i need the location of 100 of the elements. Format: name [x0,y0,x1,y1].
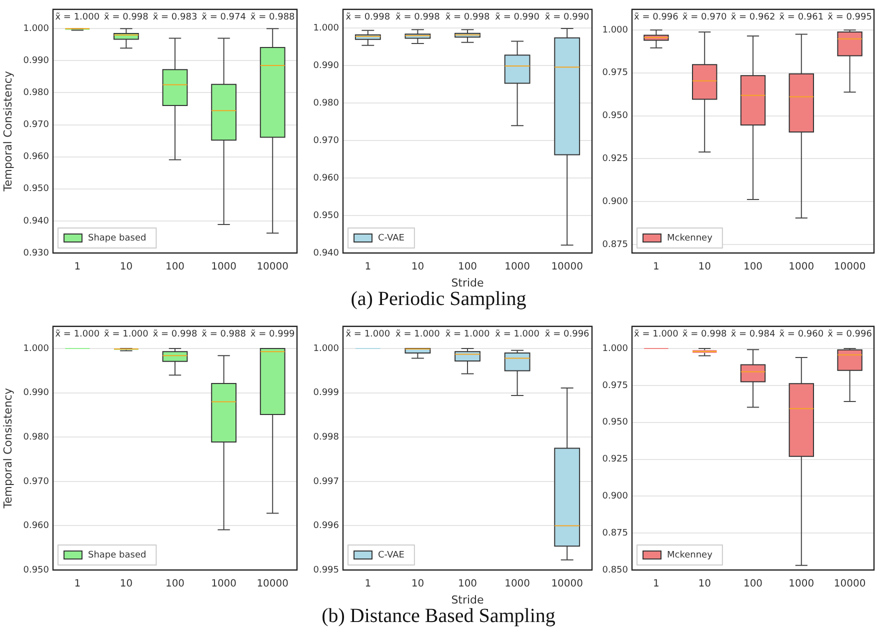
x-tick-label: 10 [411,578,424,590]
x-tick-label: 1000 [788,578,814,590]
legend-label: C-VAE [378,233,405,244]
x-tick-label: 100 [458,578,478,590]
y-tick-label: 0.990 [313,60,340,71]
text: x̃ = 0.998 [104,12,148,23]
y-tick-label: 0.850 [602,565,628,576]
y-tick-label: 0.950 [602,111,628,122]
y-tick-label: 0.980 [23,432,50,442]
text: (b) Distance Based Sampling [320,605,556,628]
y-axis-title: Temporal Consistency [1,70,14,192]
text: x̃ = 0.995 [828,12,872,23]
y-tick-label: 0.975 [602,380,628,391]
y-tick-label: 0.875 [602,528,628,538]
text: x̃ = 1.000 [445,330,490,340]
text: x̃ = 0.988 [202,330,246,340]
y-tick-label: 0.997 [313,476,339,487]
y-tick-label: 0.950 [23,184,50,194]
text: x̃ = 0.996 [544,330,590,340]
text: x̃ = 0.999 [250,330,295,340]
y-tick-label: 0.940 [23,216,50,226]
y-axis-title: Temporal Consistency [1,388,14,510]
x-tick-label: 10000 [551,262,584,273]
y-tick-label: 0.940 [313,248,340,258]
x-tick-label: 1 [364,578,372,590]
y-tick-label: 0.900 [602,196,628,207]
x-tick-label: 10000 [256,578,289,590]
legend-label: C-VAE [378,550,405,560]
x-tick-label: 100 [743,578,763,590]
y-tick-label: 0.970 [23,120,50,130]
y-tick-label: 0.875 [602,240,628,250]
text: x̃ = 0.970 [682,12,727,23]
x-tick-label: 10000 [834,578,866,590]
text: x̃ = 0.998 [396,12,440,23]
y-tick-label: 0.960 [23,152,50,162]
text: x̃ = 0.988 [250,12,295,23]
y-tick-label: 0.980 [313,98,340,108]
x-tick-label: 1 [653,578,660,590]
text: x̃ = 1.000 [346,330,390,340]
x-axis-title: Stride [451,276,484,290]
x-tick-label: 10000 [834,262,866,273]
x-tick-label: 1000 [504,262,530,273]
x-tick-label: 100 [165,262,185,273]
text: x̃ = 0.962 [730,12,776,23]
text: x̃ = 0.983 [152,12,198,23]
text: x̃ = 1.000 [396,330,440,340]
x-tick-label: 10 [698,262,711,273]
x-tick-label: 1 [653,262,660,273]
y-tick-label: 0.990 [23,388,50,398]
y-tick-label: 0.960 [23,521,50,532]
text: x̃ = 0.974 [202,12,246,23]
y-tick-label: 0.995 [313,565,339,576]
y-tick-label: 1.000 [602,25,628,36]
y-tick-label: 0.950 [313,210,340,221]
text: x̃ = 0.990 [495,12,540,23]
x-tick-label: 10 [120,578,133,590]
y-tick-label: 1.000 [313,344,340,354]
text: x̃ = 1.000 [495,330,540,340]
text: x̃ = 1.000 [634,330,678,340]
y-tick-label: 0.930 [23,248,50,258]
y-tick-label: 0.925 [602,454,628,465]
x-tick-label: 1 [74,578,81,590]
x-tick-label: 10 [120,262,133,273]
x-tick-label: 100 [458,262,478,273]
text: x̃ = 0.998 [152,330,198,340]
text: x̃ = 0.998 [682,330,727,340]
legend-label: Shape based [88,550,146,560]
x-tick-label: 10000 [551,578,584,590]
x-tick-label: 100 [743,262,763,273]
legend-label: Mckenney [667,233,714,244]
x-tick-label: 1 [74,262,81,273]
y-tick-label: 0.990 [23,56,50,66]
x-tick-label: 10 [698,578,711,590]
text: (a) Periodic Sampling [350,288,528,311]
y-tick-label: 1.000 [23,24,50,34]
text: x̃ = 1.000 [104,330,148,340]
y-tick-label: 0.925 [602,154,628,164]
text: x̃ = 0.960 [779,330,824,340]
text: x̃ = 0.961 [779,12,824,23]
y-tick-label: 0.900 [602,492,628,502]
x-tick-label: 10 [411,262,424,273]
text: x̃ = 0.996 [828,330,872,340]
y-tick-label: 1.000 [313,23,340,34]
text: x̃ = 1.000 [55,330,100,340]
y-tick-label: 0.975 [602,68,628,78]
legend-label: Mckenney [667,550,714,560]
x-tick-label: 1000 [504,578,530,590]
y-tick-label: 0.999 [313,388,340,398]
y-tick-label: 1.000 [602,344,628,354]
x-tick-label: 1000 [211,578,237,590]
text: x̃ = 0.998 [445,12,490,23]
y-tick-label: 0.950 [23,565,50,576]
y-tick-label: 0.950 [602,418,628,428]
y-tick-label: 0.998 [313,432,340,442]
text: x̃ = 0.998 [346,12,390,23]
text: x̃ = 0.996 [634,12,678,23]
y-tick-label: 0.996 [313,521,340,532]
y-tick-label: 0.960 [313,173,340,184]
text: x̃ = 1.000 [55,12,100,23]
text: x̃ = 0.984 [730,330,776,340]
